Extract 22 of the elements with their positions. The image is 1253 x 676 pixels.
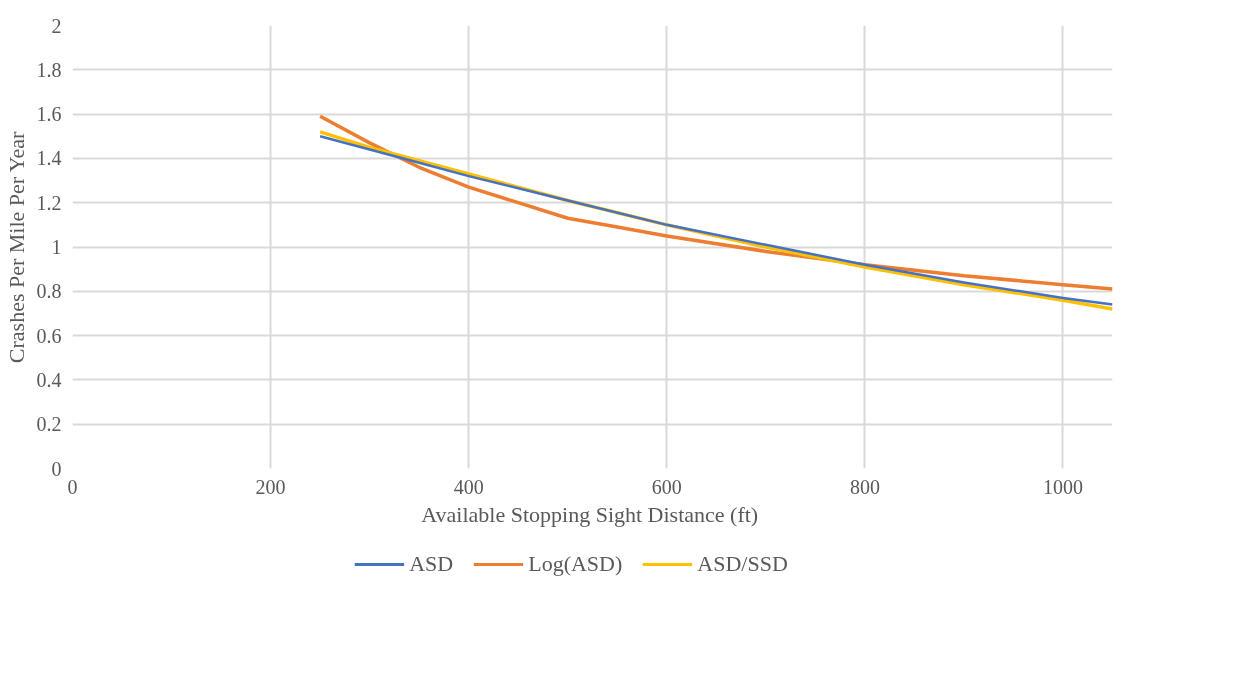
y-tick-label: 0.4 bbox=[36, 368, 62, 391]
y-tick-label: 1.2 bbox=[36, 191, 62, 214]
x-tick-label: 600 bbox=[651, 475, 682, 498]
y-tick-label: 2 bbox=[51, 14, 62, 37]
x-axis-title: Available Stopping Sight Distance (ft) bbox=[421, 501, 759, 527]
x-tick-label: 1000 bbox=[1042, 475, 1083, 498]
y-tick-label: 0.2 bbox=[36, 413, 62, 436]
y-axis-title: Crashes Per Mile Per Year bbox=[3, 130, 29, 364]
legend-label: ASD/SSD bbox=[697, 551, 788, 577]
x-tick-label: 800 bbox=[849, 475, 880, 498]
y-tick-label: 1.8 bbox=[36, 58, 62, 81]
legend-label: ASD bbox=[409, 551, 454, 577]
y-tick-label: 1.4 bbox=[36, 147, 62, 170]
x-tick-label: 0 bbox=[67, 475, 78, 498]
legend-label: Log(ASD) bbox=[528, 551, 623, 577]
y-tick-label: 0 bbox=[51, 457, 62, 480]
y-tick-label: 0.8 bbox=[36, 280, 62, 303]
y-tick-label: 1.6 bbox=[36, 103, 62, 126]
y-tick-label: 0.6 bbox=[36, 324, 62, 347]
x-tick-label: 200 bbox=[255, 475, 286, 498]
x-tick-label: 400 bbox=[453, 475, 484, 498]
y-tick-label: 1 bbox=[51, 236, 62, 258]
